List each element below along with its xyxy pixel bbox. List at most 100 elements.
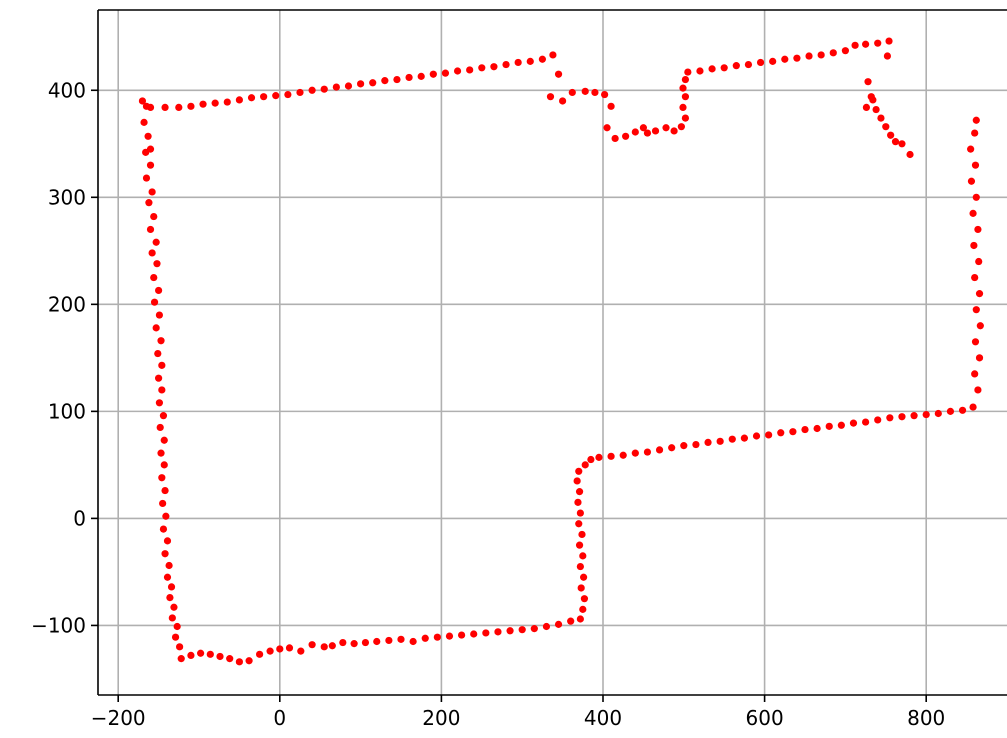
data-point bbox=[160, 461, 168, 469]
data-point bbox=[199, 100, 207, 108]
data-point bbox=[817, 51, 825, 59]
data-point bbox=[886, 414, 894, 422]
data-point bbox=[266, 647, 274, 655]
data-point bbox=[165, 561, 173, 570]
data-point bbox=[320, 643, 328, 651]
data-point bbox=[160, 436, 168, 444]
data-point bbox=[681, 114, 690, 122]
data-point bbox=[142, 148, 150, 156]
data-point bbox=[578, 530, 586, 539]
data-point bbox=[679, 103, 687, 111]
data-point bbox=[622, 132, 630, 140]
data-point bbox=[740, 434, 749, 442]
data-point bbox=[631, 128, 639, 136]
data-point bbox=[150, 298, 159, 306]
data-point bbox=[554, 70, 563, 78]
data-point bbox=[708, 65, 716, 73]
data-point bbox=[971, 129, 979, 137]
data-point bbox=[805, 52, 813, 60]
data-point bbox=[159, 499, 167, 508]
data-point bbox=[668, 444, 676, 452]
data-point bbox=[159, 412, 168, 420]
data-point bbox=[576, 615, 584, 623]
data-point bbox=[223, 98, 231, 106]
data-point bbox=[801, 425, 809, 434]
data-point bbox=[154, 349, 162, 358]
y-tick-label: 400 bbox=[48, 78, 86, 102]
data-point bbox=[187, 651, 195, 659]
data-point bbox=[972, 116, 980, 124]
data-point bbox=[296, 88, 304, 97]
data-point bbox=[146, 225, 155, 234]
data-point bbox=[862, 418, 870, 426]
grid bbox=[98, 10, 1007, 695]
data-point bbox=[417, 72, 425, 80]
data-point bbox=[155, 399, 164, 407]
data-point bbox=[643, 448, 652, 456]
data-point bbox=[142, 174, 151, 182]
data-point bbox=[975, 290, 984, 298]
data-point bbox=[720, 64, 728, 72]
data-point bbox=[155, 311, 164, 319]
data-point bbox=[716, 437, 724, 445]
data-point bbox=[976, 322, 984, 330]
data-point bbox=[538, 55, 547, 63]
data-point bbox=[157, 337, 165, 345]
data-point bbox=[611, 134, 619, 143]
data-point bbox=[150, 273, 158, 282]
data-point bbox=[272, 92, 280, 100]
data-point bbox=[789, 428, 797, 436]
data-point bbox=[308, 86, 316, 94]
data-point bbox=[975, 257, 983, 266]
data-point bbox=[542, 622, 551, 631]
data-point bbox=[441, 69, 450, 77]
data-point bbox=[381, 77, 389, 85]
data-point bbox=[651, 127, 660, 135]
ticks: −200 0 200 400 600 800 −100 0 100 200 300 400 bbox=[31, 78, 945, 730]
data-point bbox=[971, 161, 980, 169]
data-point bbox=[490, 63, 498, 71]
data-point bbox=[297, 647, 305, 655]
data-point bbox=[603, 124, 611, 132]
data-point bbox=[575, 488, 584, 496]
data-point bbox=[206, 650, 214, 658]
data-point bbox=[769, 57, 777, 65]
data-point bbox=[167, 583, 176, 591]
data-point bbox=[235, 96, 243, 104]
data-point bbox=[575, 467, 583, 475]
data-point bbox=[161, 550, 169, 558]
data-point bbox=[502, 60, 510, 69]
data-point bbox=[587, 455, 595, 464]
data-point bbox=[581, 461, 589, 469]
data-point bbox=[967, 177, 976, 185]
data-point bbox=[972, 193, 980, 201]
data-point bbox=[177, 655, 185, 663]
data-point bbox=[872, 105, 880, 114]
data-point bbox=[898, 413, 906, 421]
data-point bbox=[882, 123, 890, 131]
data-point bbox=[145, 199, 153, 207]
data-point bbox=[559, 97, 567, 105]
data-point bbox=[934, 409, 942, 418]
data-point bbox=[146, 103, 155, 111]
data-point bbox=[546, 93, 555, 101]
data-point bbox=[369, 79, 377, 87]
data-points bbox=[138, 37, 984, 666]
data-point bbox=[148, 249, 156, 257]
data-point bbox=[445, 632, 454, 640]
data-point bbox=[681, 75, 690, 84]
data-point bbox=[163, 573, 172, 581]
data-point bbox=[643, 129, 652, 137]
y-tick-label: 100 bbox=[48, 399, 86, 423]
data-point bbox=[841, 47, 850, 55]
data-point bbox=[574, 498, 582, 506]
data-point bbox=[357, 80, 365, 88]
data-point bbox=[161, 486, 169, 495]
data-point bbox=[526, 57, 534, 65]
data-point bbox=[619, 451, 627, 459]
data-point bbox=[152, 238, 160, 246]
x-tick-label: −200 bbox=[91, 706, 146, 730]
data-point bbox=[163, 537, 172, 545]
data-point bbox=[971, 273, 979, 282]
